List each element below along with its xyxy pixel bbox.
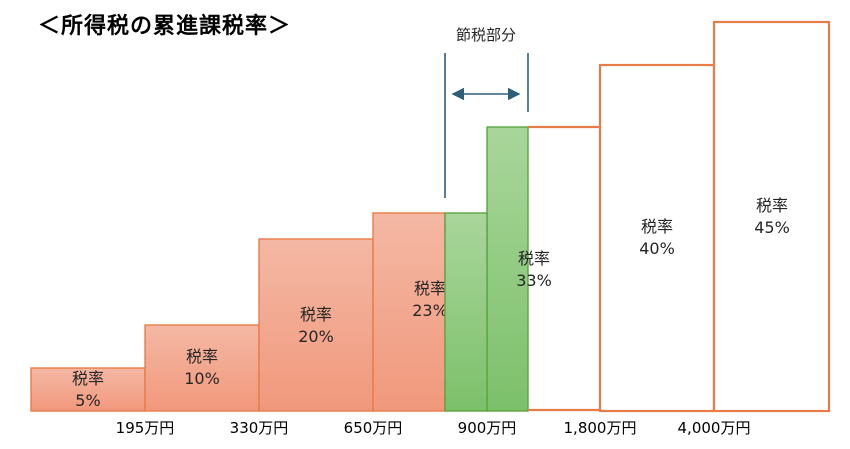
bar-label-prefix: 税率 (72, 369, 104, 388)
x-tick-label: 330万円 (230, 419, 289, 437)
bar-label-rate: 45% (754, 218, 790, 237)
bar-40pct (598, 63, 716, 413)
x-tick-label: 195万円 (116, 419, 175, 437)
bar-33pct (486, 126, 529, 412)
bar-label-prefix: 税率 (414, 279, 446, 298)
x-tick-label: 900万円 (458, 419, 517, 437)
bar-label-prefix: 税率 (186, 347, 218, 366)
chart-title: ＜所得税の累進課税率＞ (38, 14, 292, 39)
bar-20pct (258, 238, 374, 412)
x-tick-label: 650万円 (344, 419, 403, 437)
bar-label-prefix: 税率 (518, 249, 550, 268)
bar-10pct (144, 324, 260, 412)
bar-green-23pct (444, 212, 488, 412)
x-tick-label: 4,000万円 (678, 419, 751, 437)
bar-label-rate: 33% (516, 271, 552, 290)
bar-label-prefix: 税率 (300, 305, 332, 324)
annotation-label: 節税部分 (456, 26, 516, 44)
bar-label-rate: 10% (184, 369, 220, 388)
bar-45pct (712, 20, 831, 413)
bar-label-rate: 20% (298, 327, 334, 346)
bar-label-prefix: 税率 (641, 217, 673, 236)
bar-23pct (372, 212, 446, 412)
x-tick-label: 1,800万円 (564, 419, 637, 437)
bar-label-rate: 23% (412, 301, 448, 320)
bar-label-rate: 5% (75, 391, 100, 410)
bar-label-prefix: 税率 (756, 196, 788, 215)
bar-label-rate: 40% (639, 239, 675, 258)
bar-5pct (30, 367, 146, 412)
